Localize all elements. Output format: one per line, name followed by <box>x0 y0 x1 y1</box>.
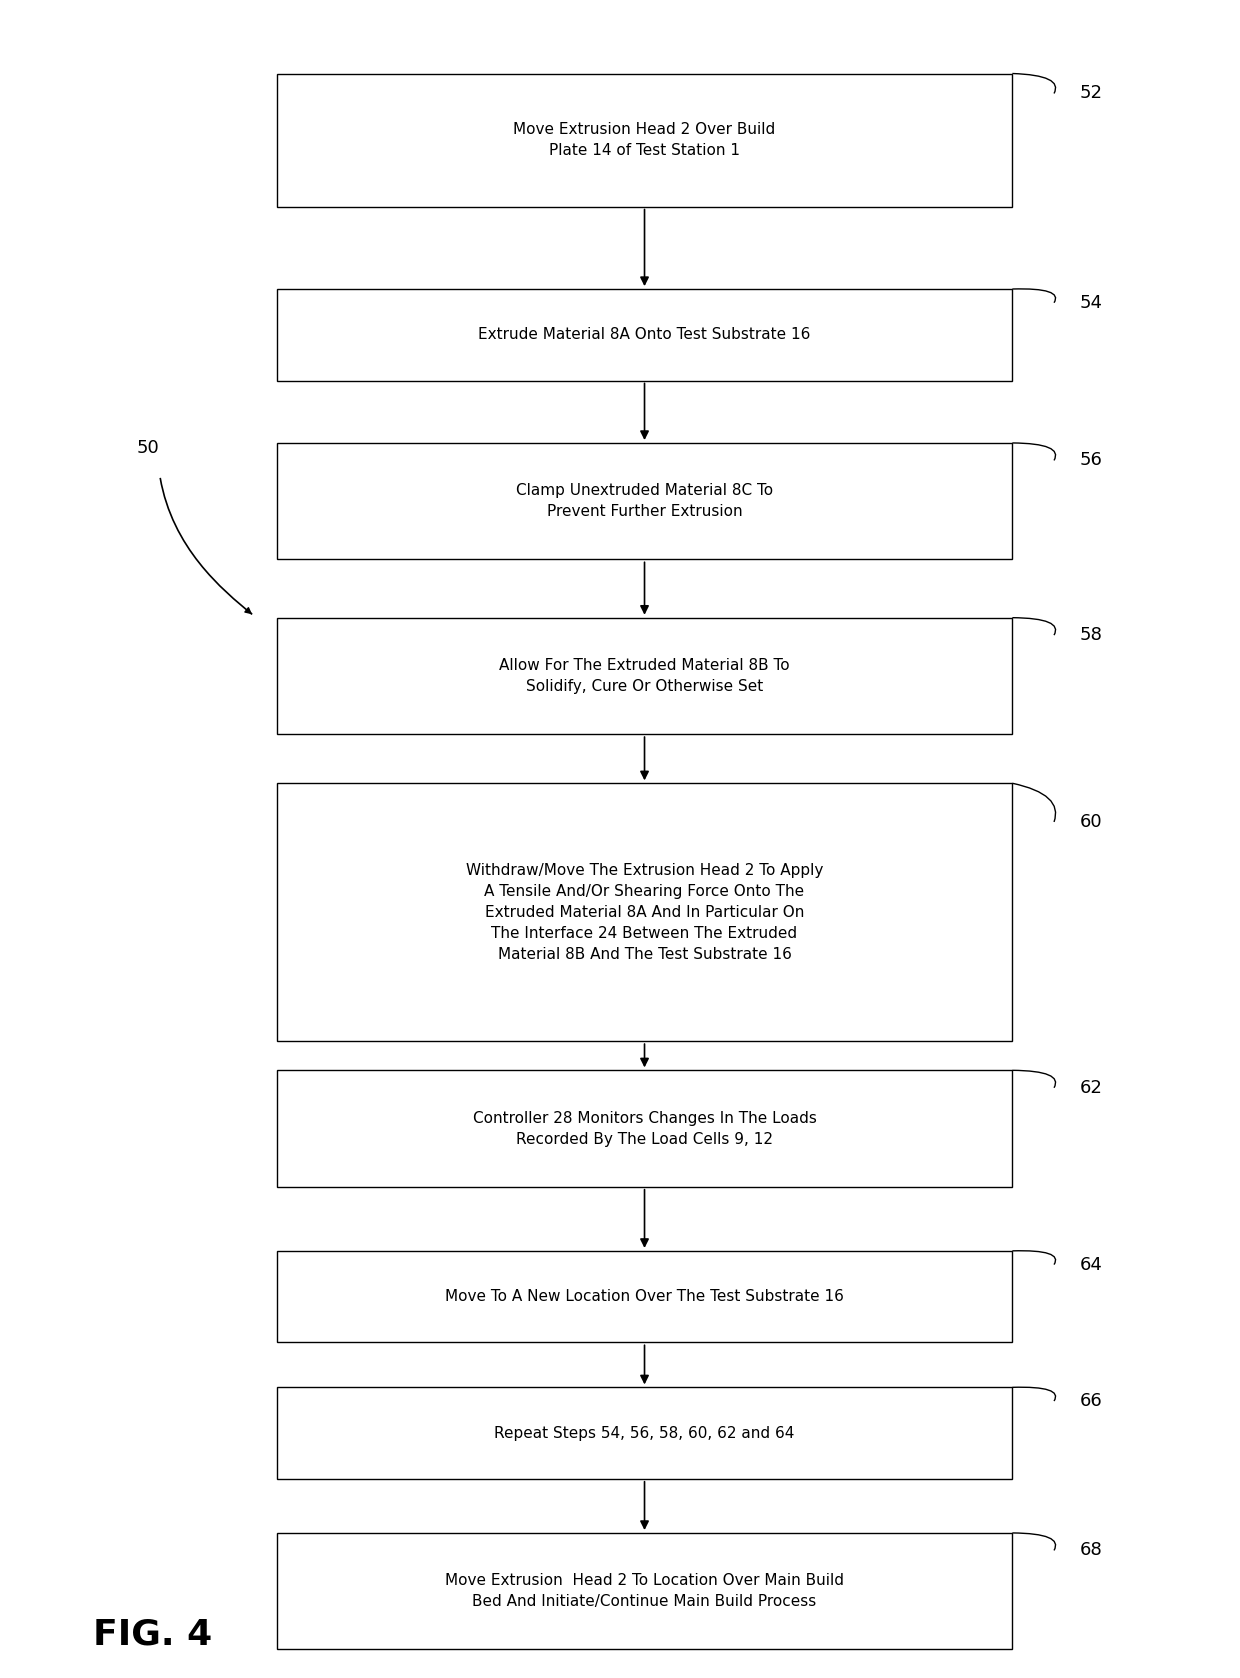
Text: 58: 58 <box>1080 626 1102 644</box>
Bar <box>277 74 1012 206</box>
Text: 56: 56 <box>1080 451 1102 470</box>
Text: Move To A New Location Over The Test Substrate 16: Move To A New Location Over The Test Sub… <box>445 1289 844 1304</box>
Bar <box>277 443 1012 559</box>
Text: FIG. 4: FIG. 4 <box>93 1618 212 1651</box>
Text: Extrude Material 8A Onto Test Substrate 16: Extrude Material 8A Onto Test Substrate … <box>479 327 811 342</box>
Text: 64: 64 <box>1080 1255 1102 1274</box>
Text: Clamp Unextruded Material 8C To
Prevent Further Extrusion: Clamp Unextruded Material 8C To Prevent … <box>516 483 773 519</box>
Text: 62: 62 <box>1080 1079 1102 1097</box>
Text: Controller 28 Monitors Changes In The Loads
Recorded By The Load Cells 9, 12: Controller 28 Monitors Changes In The Lo… <box>472 1111 816 1146</box>
Text: 52: 52 <box>1080 84 1102 102</box>
Text: Move Extrusion  Head 2 To Location Over Main Build
Bed And Initiate/Continue Mai: Move Extrusion Head 2 To Location Over M… <box>445 1574 844 1609</box>
Text: 68: 68 <box>1080 1542 1102 1559</box>
Text: 50: 50 <box>136 440 159 456</box>
Text: Withdraw/Move The Extrusion Head 2 To Apply
A Tensile And/Or Shearing Force Onto: Withdraw/Move The Extrusion Head 2 To Ap… <box>466 862 823 961</box>
Bar <box>277 1534 1012 1649</box>
Bar <box>277 1388 1012 1478</box>
Text: Move Extrusion Head 2 Over Build
Plate 14 of Test Station 1: Move Extrusion Head 2 Over Build Plate 1… <box>513 122 776 158</box>
Bar <box>277 618 1012 735</box>
Bar <box>277 289 1012 381</box>
Bar <box>277 1071 1012 1186</box>
Text: Repeat Steps 54, 56, 58, 60, 62 and 64: Repeat Steps 54, 56, 58, 60, 62 and 64 <box>495 1426 795 1441</box>
Text: 60: 60 <box>1080 812 1102 831</box>
Text: 66: 66 <box>1080 1393 1102 1410</box>
Bar <box>277 1250 1012 1342</box>
Text: 54: 54 <box>1080 294 1102 312</box>
Bar <box>277 784 1012 1040</box>
Text: Allow For The Extruded Material 8B To
Solidify, Cure Or Otherwise Set: Allow For The Extruded Material 8B To So… <box>500 658 790 695</box>
